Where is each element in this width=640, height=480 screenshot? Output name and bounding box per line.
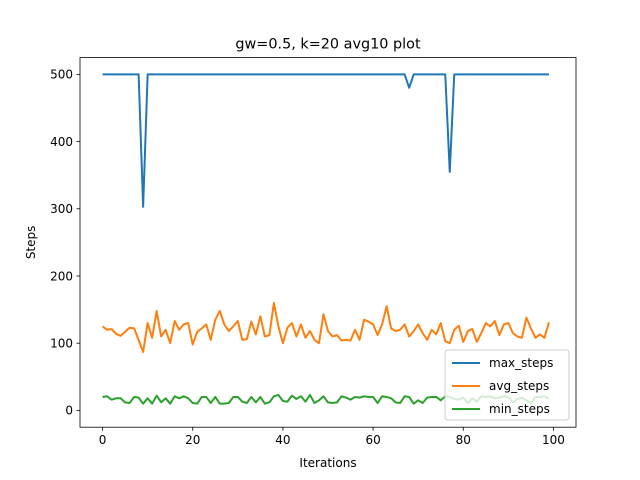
series-line-avg-steps (101, 301, 550, 353)
y-tick-label: 200 (50, 269, 73, 283)
y-tick-label: 100 (50, 337, 73, 351)
y-axis-label: Steps (24, 226, 38, 260)
x-tick-label: 100 (542, 433, 565, 447)
y-tick-label: 500 (50, 68, 73, 82)
legend-box (444, 349, 570, 421)
x-tick-label: 0 (99, 433, 107, 447)
x-tick-label: 80 (456, 433, 471, 447)
x-axis: 0 20 40 60 80 100 (99, 427, 565, 447)
y-tick-label: 0 (65, 404, 73, 418)
legend-label-min-steps: min_steps (489, 402, 550, 416)
plot-frame (79, 57, 577, 428)
chart-title: gw=0.5, k=20 avg10 plot (235, 37, 421, 53)
x-tick-label: 60 (365, 433, 380, 447)
x-tick-label: 40 (275, 433, 290, 447)
x-tick-label: 20 (185, 433, 200, 447)
y-axis: 0 100 200 300 400 500 (50, 68, 80, 418)
legend-label-avg-steps: avg_steps (489, 379, 549, 393)
series-line-max-steps (102, 73, 549, 208)
x-axis-label: Iterations (299, 456, 356, 470)
y-tick-label: 400 (50, 135, 73, 149)
legend: max_steps avg_steps min_steps (444, 349, 570, 421)
legend-label-max-steps: max_steps (489, 356, 553, 370)
y-tick-label: 300 (50, 202, 73, 216)
